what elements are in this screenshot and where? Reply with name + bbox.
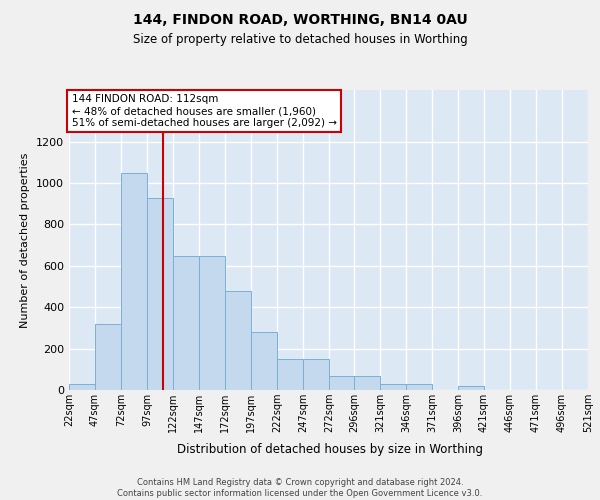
Bar xyxy=(251,332,277,390)
Text: Distribution of detached houses by size in Worthing: Distribution of detached houses by size … xyxy=(177,442,483,456)
Bar xyxy=(354,376,380,390)
Bar xyxy=(277,359,303,390)
Text: 144 FINDON ROAD: 112sqm
← 48% of detached houses are smaller (1,960)
51% of semi: 144 FINDON ROAD: 112sqm ← 48% of detache… xyxy=(71,94,337,128)
Bar xyxy=(303,359,329,390)
Bar xyxy=(329,376,355,390)
Bar xyxy=(69,384,95,390)
Text: 144, FINDON ROAD, WORTHING, BN14 0AU: 144, FINDON ROAD, WORTHING, BN14 0AU xyxy=(133,12,467,26)
Bar xyxy=(406,384,432,390)
Bar xyxy=(147,198,173,390)
Bar xyxy=(225,290,251,390)
Text: Size of property relative to detached houses in Worthing: Size of property relative to detached ho… xyxy=(133,32,467,46)
Bar xyxy=(173,256,199,390)
Bar xyxy=(380,384,406,390)
Bar xyxy=(458,386,484,390)
Bar xyxy=(199,256,225,390)
Bar xyxy=(95,324,121,390)
Bar xyxy=(121,173,147,390)
Y-axis label: Number of detached properties: Number of detached properties xyxy=(20,152,31,328)
Text: Contains HM Land Registry data © Crown copyright and database right 2024.
Contai: Contains HM Land Registry data © Crown c… xyxy=(118,478,482,498)
